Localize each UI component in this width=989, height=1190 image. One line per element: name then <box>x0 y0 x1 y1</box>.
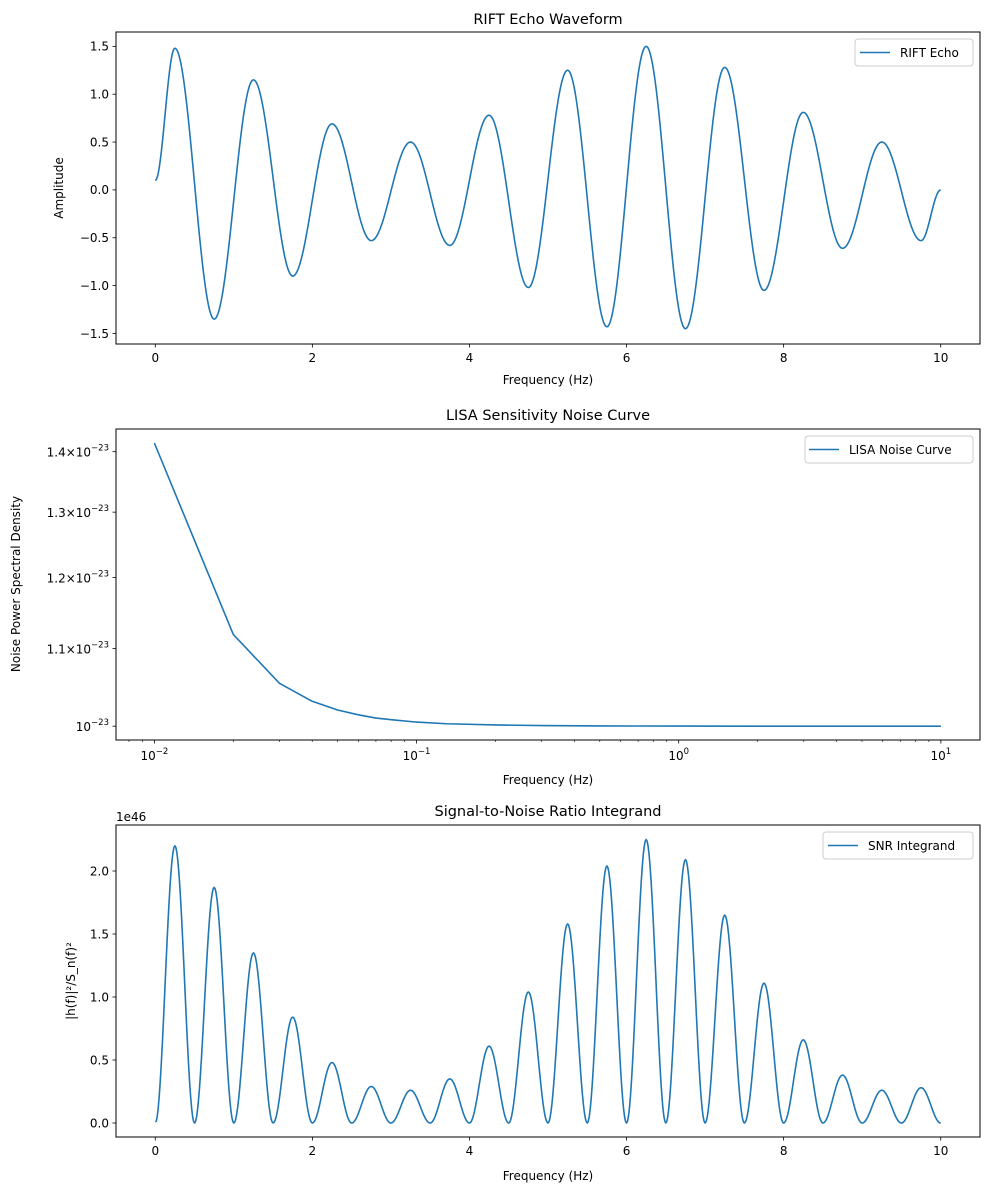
x-tick-label: 8 <box>780 1144 788 1158</box>
y-tick-label: 0.5 <box>90 1053 109 1067</box>
y-tick-label: −1.5 <box>80 327 109 341</box>
plot-area <box>154 838 941 1124</box>
plot-area <box>153 442 941 727</box>
y-tick-label: 1.5 <box>90 40 109 54</box>
y-tick-label: 0.0 <box>90 183 109 197</box>
x-tick-exponent: 1 <box>946 747 951 757</box>
x-tick-label: 6 <box>623 351 631 365</box>
y-tick-label: 10−23 <box>76 718 109 734</box>
x-tick-label: 6 <box>623 1144 631 1158</box>
y-tick-base: 10 <box>76 720 91 734</box>
x-tick-label: 4 <box>466 351 474 365</box>
y-tick-exponent: −23 <box>91 640 109 650</box>
series-line-snr-integrand <box>154 838 941 1124</box>
series-line-lisa-noise <box>153 442 941 727</box>
y-tick-label: −1.0 <box>80 279 109 293</box>
y-tick-label: −0.5 <box>80 231 109 245</box>
legend: RIFT Echo <box>854 38 974 67</box>
plot-area <box>154 45 942 330</box>
x-axis-label: Frequency (Hz) <box>503 373 594 387</box>
y-axis-label: |h(f)|²/S_n(f)² <box>64 942 78 1020</box>
x-tick-base: 10 <box>140 749 155 763</box>
y-tick-label: 0.5 <box>90 135 109 149</box>
x-tick-exponent: 0 <box>684 747 689 757</box>
x-ticks: 10−2 10−1 100 101 <box>128 740 952 763</box>
x-ticks: 0 2 4 6 8 10 <box>151 344 948 365</box>
x-tick-label: 100 <box>668 747 689 763</box>
y-tick-label: 1.5 <box>90 927 109 941</box>
x-axis-label: Frequency (Hz) <box>503 773 594 787</box>
legend: LISA Noise Curve <box>804 435 974 464</box>
y-tick-exponent: −23 <box>91 569 109 579</box>
y-tick-label: 1.0 <box>90 990 109 1004</box>
y-ticks: −1.5 −1.0 −0.5 0.0 0.5 1.0 1.5 <box>80 40 116 341</box>
y-tick-exponent: −23 <box>91 718 109 728</box>
y-tick-base: 10 <box>76 642 91 656</box>
chart-lisa-noise-curve: LISA Sensitivity Noise Curve Frequency (… <box>9 408 981 787</box>
y-axis-label: Noise Power Spectral Density <box>9 496 23 672</box>
x-tick-label: 0 <box>151 351 159 365</box>
y-tick-label: 1.2×10−23 <box>47 569 109 585</box>
legend-label: LISA Noise Curve <box>849 443 952 457</box>
x-tick-base: 10 <box>931 749 946 763</box>
y-tick-label: 1.3×10−23 <box>47 504 109 520</box>
x-tick-label: 10−1 <box>403 747 431 763</box>
x-tick-label: 0 <box>151 1144 159 1158</box>
y-ticks: 10−231.1×10−231.2×10−231.3×10−231.4×10−2… <box>47 444 116 734</box>
legend: SNR Integrand <box>822 831 974 860</box>
chart-rift-echo-waveform: RIFT Echo Waveform Frequency (Hz) Amplit… <box>52 12 981 387</box>
chart-title: LISA Sensitivity Noise Curve <box>446 408 650 424</box>
x-tick-label: 10 <box>933 1144 948 1158</box>
axes-frame <box>115 31 981 345</box>
y-tick-mantissa: 1.4× <box>47 446 76 460</box>
y-tick-label: 0.0 <box>90 1116 109 1130</box>
y-tick-mantissa: 1.2× <box>47 571 76 585</box>
legend-box <box>822 831 974 860</box>
x-axis-label: Frequency (Hz) <box>503 1169 594 1183</box>
series-line-rift-echo <box>154 45 942 330</box>
x-tick-label: 2 <box>309 1144 317 1158</box>
chart-title: Signal-to-Noise Ratio Integrand <box>434 804 661 820</box>
chart-title: RIFT Echo Waveform <box>473 12 622 28</box>
x-tick-base: 10 <box>668 749 683 763</box>
axes-frame <box>115 824 981 1138</box>
y-tick-mantissa: 1.3× <box>47 506 76 520</box>
x-tick-exponent: −1 <box>418 747 431 757</box>
y-tick-base: 10 <box>76 446 91 460</box>
x-tick-label: 101 <box>931 747 952 763</box>
x-tick-label: 2 <box>309 351 317 365</box>
x-tick-label: 8 <box>780 351 788 365</box>
y-tick-label: 1.1×10−23 <box>47 640 109 656</box>
x-tick-label: 10 <box>933 351 948 365</box>
y-tick-mantissa: 1.1× <box>47 642 76 656</box>
y-ticks: 0.0 0.5 1.0 1.5 2.0 <box>90 864 116 1130</box>
y-tick-label: 1.4×10−23 <box>47 444 109 460</box>
y-tick-base: 10 <box>76 506 91 520</box>
y-tick-label: 1.0 <box>90 88 109 102</box>
legend-box <box>854 38 974 67</box>
y-axis-label: Amplitude <box>52 157 66 219</box>
legend-label: SNR Integrand <box>868 839 955 853</box>
y-offset-text: 1e46 <box>116 810 146 824</box>
legend-box <box>804 435 974 464</box>
x-tick-label: 4 <box>466 1144 474 1158</box>
chart-snr-integrand: Signal-to-Noise Ratio Integrand 1e46 Fre… <box>64 804 981 1183</box>
y-tick-exponent: −23 <box>91 444 109 454</box>
y-tick-exponent: −23 <box>91 504 109 514</box>
x-ticks: 0 2 4 6 8 10 <box>151 1137 948 1158</box>
y-tick-label: 2.0 <box>90 864 109 878</box>
y-tick-base: 10 <box>76 571 91 585</box>
axes-frame <box>115 428 981 741</box>
legend-label: RIFT Echo <box>900 46 959 60</box>
x-tick-label: 10−2 <box>140 747 168 763</box>
x-tick-exponent: −2 <box>156 747 169 757</box>
x-tick-base: 10 <box>403 749 418 763</box>
